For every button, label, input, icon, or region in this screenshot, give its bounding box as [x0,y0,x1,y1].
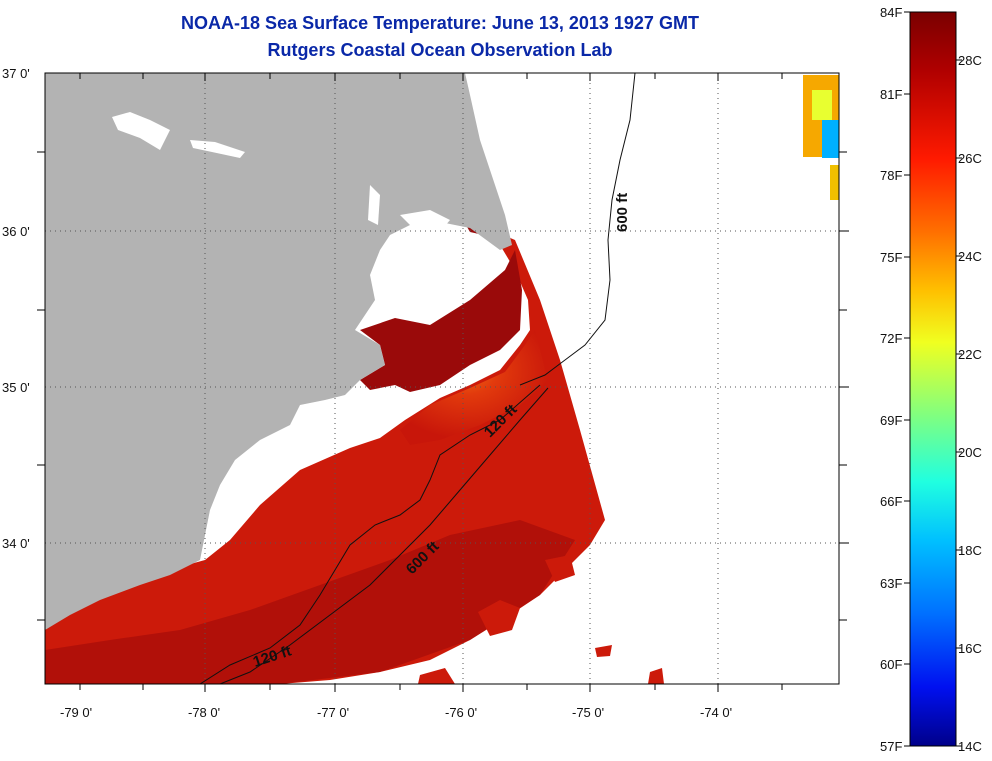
sst-patch [648,668,664,684]
cb-label-f: 75F [880,250,903,265]
cb-label-f: 69F [880,413,903,428]
contour-600ft-south [219,387,549,684]
ocean-sst-nearshore-warm [400,330,548,445]
inland-water [400,210,450,232]
lat-label: 35 0' [2,380,30,395]
cb-label-f: 81F [880,87,903,102]
lat-label: 37 0' [2,66,30,81]
ocean-sst-dark [45,520,575,684]
colorbar-ticks [904,11,962,747]
cb-label-f: 78F [880,168,903,183]
sst-patch [478,600,520,636]
cb-label-c: 28C [958,53,982,68]
lon-label: -78 0' [188,705,220,720]
contour-120ft [199,384,541,684]
axis-ticks [37,73,849,692]
lat-label: 36 0' [2,224,30,239]
cb-label-f: 66F [880,494,903,509]
cb-label-f: 60F [880,657,903,672]
cb-label-c: 18C [958,543,982,558]
sst-patch-offshore [812,90,832,120]
cb-label-c: 14C [958,739,982,754]
lon-label: -76 0' [445,705,477,720]
cb-label-c: 16C [958,641,982,656]
contour-label: 600 ft [614,193,631,232]
cb-label-c: 26C [958,151,982,166]
sst-patch-offshore [822,120,839,158]
inland-water [190,140,245,158]
lon-label: -79 0' [60,705,92,720]
cb-label-c: 20C [958,445,982,460]
sst-patch [418,668,455,684]
inland-water [112,112,170,150]
sst-patch-offshore [830,165,839,200]
colorbar [909,11,957,747]
gridlines [45,73,839,684]
contour-600ft-north [519,73,636,386]
lat-label: 34 0' [2,536,30,551]
pamlico-sound [360,250,522,392]
cb-label-f: 84F [880,5,903,20]
cb-label-c: 22C [958,347,982,362]
inland-water [368,185,380,225]
sst-patch [595,645,612,657]
chart-subtitle: Rutgers Coastal Ocean Observation Lab [267,40,613,60]
lon-label: -74 0' [700,705,732,720]
sst-patch [545,555,575,582]
lon-label: -75 0' [572,705,604,720]
cb-label-c: 24C [958,249,982,264]
cb-label-f: 72F [880,331,903,346]
cb-label-f: 63F [880,576,903,591]
cb-label-f: 57F [880,739,903,754]
plot-frame [44,72,840,685]
land-mass [45,73,512,630]
lon-label: -77 0' [317,705,349,720]
chart-title: NOAA-18 Sea Surface Temperature: June 13… [181,13,699,33]
